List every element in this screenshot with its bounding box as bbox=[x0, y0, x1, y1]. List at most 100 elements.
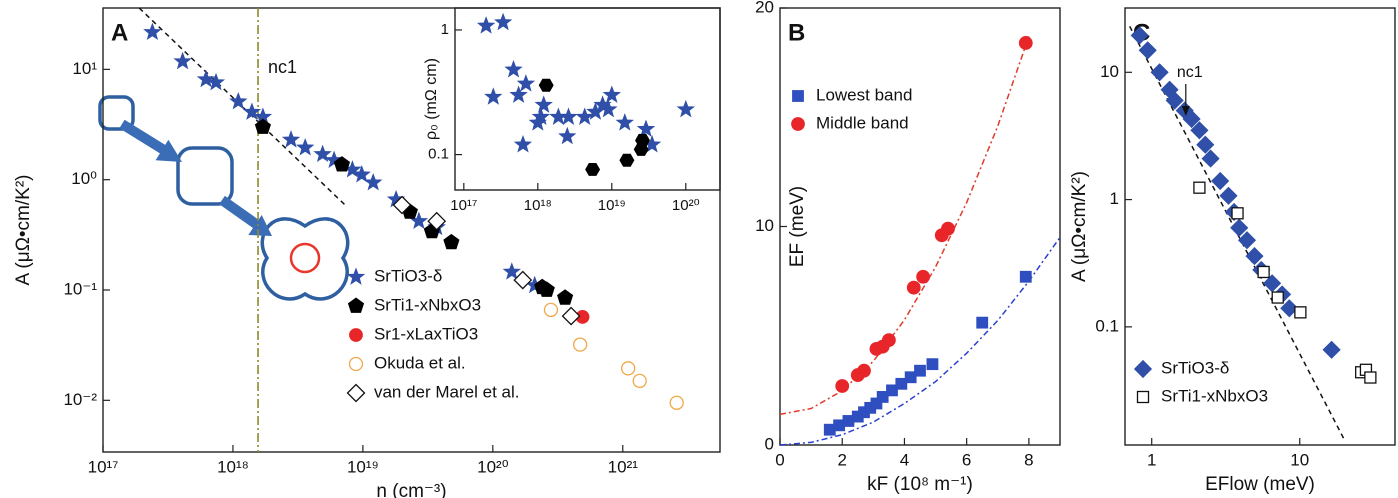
marker bbox=[1211, 171, 1230, 191]
marker bbox=[857, 363, 871, 378]
marker bbox=[333, 156, 351, 172]
fit-line bbox=[138, 7, 346, 206]
marker bbox=[561, 306, 581, 326]
y-tick-label: 0 bbox=[765, 434, 774, 453]
marker bbox=[196, 69, 216, 88]
marker bbox=[557, 289, 574, 305]
y-tick-label: 0.1 bbox=[1095, 316, 1119, 335]
y-tick-label: 0.1 bbox=[428, 146, 449, 163]
inset-frame bbox=[454, 7, 721, 191]
marker bbox=[364, 172, 383, 191]
marker bbox=[504, 60, 523, 78]
marker bbox=[1219, 186, 1238, 205]
marker bbox=[895, 377, 908, 390]
marker bbox=[1196, 135, 1215, 154]
marker bbox=[835, 379, 850, 393]
marker bbox=[870, 397, 883, 410]
marker bbox=[1263, 274, 1282, 293]
arrow bbox=[219, 195, 259, 229]
marker bbox=[1165, 91, 1184, 110]
legend-label: SrTi1-xNbxO3 bbox=[374, 295, 481, 314]
marker bbox=[635, 133, 650, 147]
marker bbox=[513, 270, 533, 290]
marker bbox=[484, 87, 503, 105]
legend-marker bbox=[1136, 390, 1150, 404]
arrow-head bbox=[155, 139, 182, 162]
marker bbox=[881, 333, 896, 348]
marker bbox=[1138, 41, 1157, 60]
plot-frame bbox=[102, 7, 721, 453]
x-tick-label: 10¹⁸ bbox=[217, 457, 249, 476]
marker bbox=[914, 364, 926, 377]
y-tick-label: 10 bbox=[755, 216, 774, 235]
marker bbox=[585, 162, 601, 176]
plot-frame bbox=[779, 7, 1061, 446]
marker bbox=[1237, 231, 1257, 250]
y-tick-label: 10 bbox=[1100, 62, 1119, 81]
marker bbox=[941, 221, 955, 236]
marker bbox=[558, 126, 577, 145]
marker bbox=[599, 99, 618, 118]
marker bbox=[513, 135, 533, 153]
marker bbox=[619, 153, 635, 167]
marker bbox=[1201, 149, 1220, 168]
x-tick-label: 10¹⁹ bbox=[598, 197, 626, 214]
x-tick-label: 10¹⁷ bbox=[88, 457, 119, 476]
marker bbox=[206, 72, 226, 91]
y-axis-label: ρ₀ (mΩ cm) bbox=[423, 58, 440, 140]
x-axis-label: kF (10⁸ m⁻¹) bbox=[867, 474, 973, 495]
x-tick-label: 6 bbox=[962, 450, 971, 469]
marker bbox=[1190, 121, 1209, 140]
marker bbox=[1019, 270, 1032, 283]
marker bbox=[352, 165, 371, 183]
marker bbox=[559, 107, 578, 125]
marker bbox=[1230, 218, 1249, 237]
marker bbox=[636, 119, 656, 137]
marker bbox=[575, 107, 594, 125]
y-tick-label: 1 bbox=[1110, 189, 1119, 208]
legend-label: Lowest band bbox=[816, 85, 912, 104]
legend-marker bbox=[346, 267, 366, 285]
marker bbox=[876, 391, 889, 403]
marker bbox=[543, 302, 559, 318]
legend-label: SrTiO3-δ bbox=[1161, 358, 1229, 377]
marker bbox=[242, 102, 262, 120]
marker bbox=[1193, 181, 1206, 194]
legend-label: Middle band bbox=[816, 113, 909, 132]
x-tick-label: 10²⁰ bbox=[477, 457, 509, 476]
marker bbox=[494, 12, 513, 31]
fermi-surface-diagram bbox=[98, 95, 350, 301]
marker bbox=[538, 281, 555, 297]
marker bbox=[632, 373, 647, 389]
marker bbox=[906, 280, 921, 295]
medium-fermi-surface bbox=[176, 146, 234, 206]
marker bbox=[669, 395, 684, 410]
marker bbox=[1322, 340, 1341, 359]
marker bbox=[281, 130, 301, 148]
y-tick-label: 10⁻² bbox=[63, 390, 97, 409]
marker bbox=[476, 16, 496, 34]
legend-label: Sr1-xLaxTiO3 bbox=[374, 324, 478, 343]
marker bbox=[886, 384, 898, 397]
marker bbox=[516, 74, 536, 92]
fit-line bbox=[1129, 25, 1345, 440]
x-tick-label: 10¹⁷ bbox=[450, 197, 477, 214]
x-tick-label: 10¹⁹ bbox=[347, 457, 379, 476]
y-axis-label: A (μΩ•cm/K²) bbox=[1069, 171, 1090, 282]
marker bbox=[143, 22, 162, 41]
marker bbox=[528, 113, 547, 131]
marker bbox=[1271, 291, 1284, 304]
marker bbox=[392, 195, 412, 215]
panel-label: A bbox=[111, 19, 128, 46]
marker bbox=[313, 144, 332, 163]
y-tick-label: 10⁻¹ bbox=[63, 279, 97, 298]
marker bbox=[173, 51, 192, 70]
marker bbox=[1231, 207, 1244, 220]
arrow bbox=[119, 119, 167, 155]
small-fermi-surface bbox=[98, 95, 135, 131]
x-tick-label: 10 bbox=[1290, 450, 1309, 469]
marker bbox=[976, 316, 989, 329]
marker bbox=[1294, 306, 1307, 319]
legend-label: SrTiO3-δ bbox=[374, 266, 442, 285]
y-tick-label: 1 bbox=[441, 21, 449, 38]
